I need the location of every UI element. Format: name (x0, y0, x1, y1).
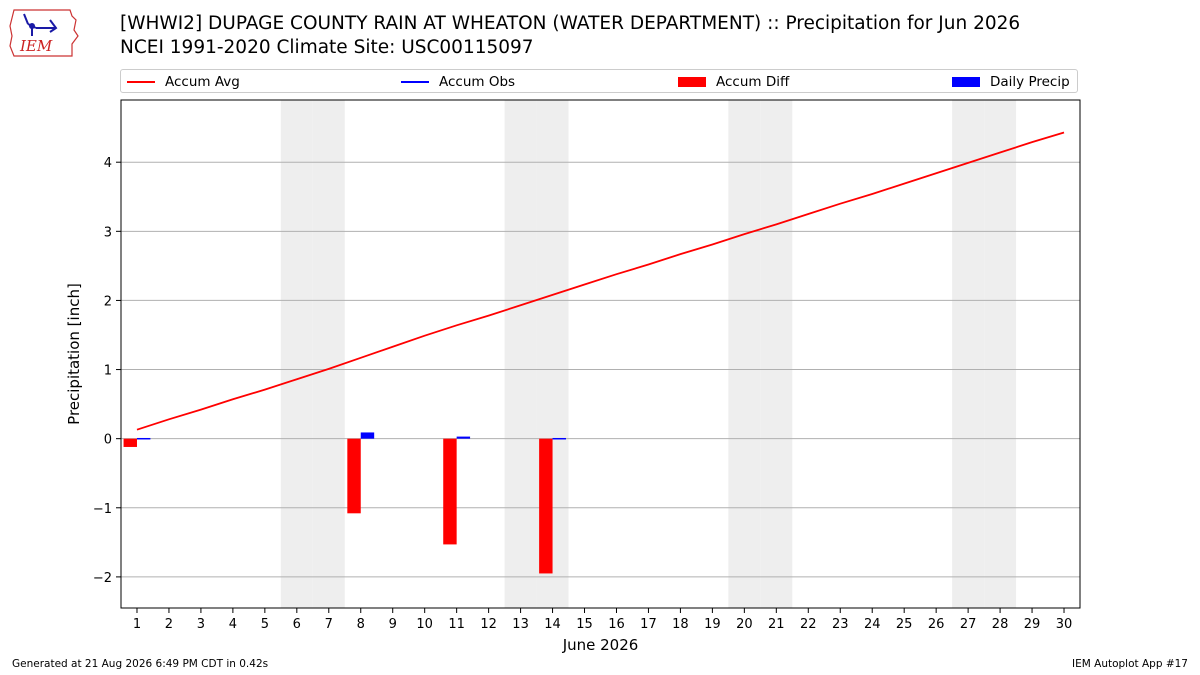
x-tick-label: 19 (704, 617, 721, 632)
legend-item-daily-precip: Daily Precip (952, 73, 1070, 91)
y-axis-label: Precipitation [inch] (65, 283, 83, 425)
legend-label-accum-avg: Accum Avg (165, 74, 240, 90)
x-tick-label: 4 (229, 617, 237, 632)
legend-swatch-accum-obs (401, 81, 429, 83)
daily-precip-bar-day-1 (136, 437, 151, 440)
y-axis-ticks: 4 3 2 1 0 −1 −2 (93, 156, 121, 586)
x-tick-label: 15 (576, 617, 593, 632)
line-series (136, 131, 1065, 431)
x-tick-label: 5 (261, 617, 269, 632)
legend-swatch-daily-precip (952, 77, 980, 87)
logo-text: IEM (19, 37, 53, 55)
x-tick-label: 7 (325, 617, 333, 632)
x-tick-label: 3 (197, 617, 205, 632)
x-tick-label: 2 (165, 617, 173, 632)
weekend-band-21 (760, 100, 793, 608)
x-tick-label: 12 (480, 617, 497, 632)
legend-item-accum-obs: Accum Obs (401, 73, 515, 91)
accum-diff-bar-day-1 (123, 438, 137, 447)
x-axis-label: June 2026 (562, 636, 639, 654)
footer-app: IEM Autoplot App #17 (1072, 658, 1188, 670)
x-tick-label: 6 (293, 617, 301, 632)
accum-diff-bar-day-11 (443, 438, 457, 545)
x-tick-label: 22 (800, 617, 817, 632)
x-tick-label: 16 (608, 617, 625, 632)
legend-swatch-accum-avg (127, 81, 155, 83)
iowa-outline (9, 9, 79, 57)
title-line-1: [WHWI2] DUPAGE COUNTY RAIN AT WHEATON (W… (120, 13, 1021, 34)
weekend-band-20 (728, 100, 761, 608)
weekend-band-14 (536, 100, 569, 608)
x-tick-label: 24 (864, 617, 881, 632)
iem-logo: IEM (9, 9, 79, 57)
weekend-band-28 (984, 100, 1017, 608)
weekend-band-7 (312, 100, 345, 608)
legend-item-accum-diff: Accum Diff (678, 73, 789, 91)
x-tick-label: 26 (928, 617, 945, 632)
x-tick-label: 11 (448, 617, 465, 632)
x-tick-label: 20 (736, 617, 753, 632)
accum-diff-bar-day-14 (539, 438, 553, 574)
legend-swatch-accum-diff (678, 77, 706, 87)
weekend-band-13 (504, 100, 537, 608)
weekend-shading (280, 100, 1017, 608)
title-line-2: NCEI 1991-2020 Climate Site: USC00115097 (120, 37, 534, 58)
daily-precip-bar-day-8 (360, 432, 375, 439)
legend-label-accum-obs: Accum Obs (439, 74, 516, 90)
x-tick-label: 28 (992, 617, 1009, 632)
x-tick-label: 30 (1056, 617, 1073, 632)
x-tick-label: 23 (832, 617, 849, 632)
x-tick-label: 17 (640, 617, 657, 632)
y-tick-label: 3 (104, 225, 112, 240)
weekend-band-6 (280, 100, 313, 608)
y-tick-label: 1 (104, 364, 112, 379)
plot-frame (120, 99, 1081, 609)
x-tick-label: 25 (896, 617, 913, 632)
y-tick-label: 4 (104, 156, 112, 171)
weather-vane-icon (23, 13, 58, 36)
y-tick-label: 0 (104, 433, 112, 448)
grid-lines (121, 161, 1080, 578)
x-tick-label: 29 (1024, 617, 1041, 632)
x-tick-label: 27 (960, 617, 977, 632)
x-tick-label: 9 (389, 617, 397, 632)
footer-generated: Generated at 21 Aug 2026 6:49 PM CDT in … (12, 658, 269, 670)
y-tick-label: 2 (104, 294, 112, 309)
y-tick-label: −2 (93, 571, 112, 586)
x-tick-label: 18 (672, 617, 689, 632)
x-tick-label: 1 (133, 617, 141, 632)
x-tick-label: 21 (768, 617, 785, 632)
daily-precip-bar-day-14 (552, 437, 566, 440)
accum-diff-bar-day-8 (347, 438, 361, 514)
daily-precip-bar-day-11 (456, 436, 471, 439)
x-tick-label: 8 (357, 617, 365, 632)
chart-title: [WHWI2] DUPAGE COUNTY RAIN AT WHEATON (W… (120, 12, 1020, 60)
chart-legend: Accum Avg Accum Obs Accum Diff Daily Pre… (120, 69, 1078, 93)
legend-item-accum-avg: Accum Avg (127, 73, 240, 91)
x-tick-label: 10 (416, 617, 433, 632)
accum-avg-line (136, 131, 1065, 431)
y-tick-label: −1 (93, 502, 112, 517)
x-axis-ticks: 1 2 3 4 5 6 7 8 9 10 11 12 13 14 15 16 17 18 19 20 21 22 23 24 2… (133, 608, 1072, 632)
bar-series (123, 432, 566, 574)
weekend-band-27 (952, 100, 985, 608)
x-tick-label: 13 (512, 617, 529, 632)
legend-label-accum-diff: Accum Diff (716, 74, 790, 90)
legend-label-daily-precip: Daily Precip (990, 74, 1070, 90)
x-tick-label: 14 (544, 617, 561, 632)
